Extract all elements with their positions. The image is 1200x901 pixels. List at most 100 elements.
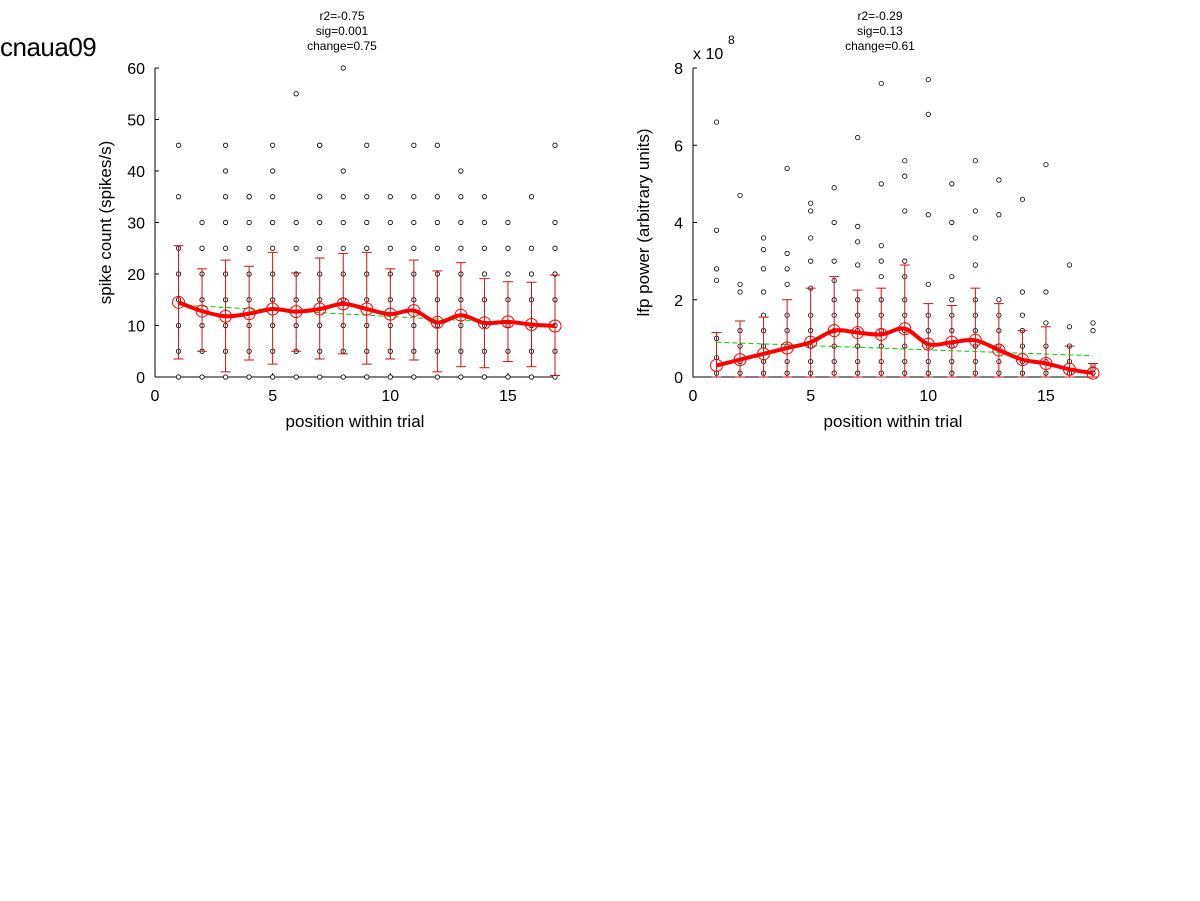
data-point	[481, 194, 488, 200]
data-point	[434, 245, 440, 251]
data-point	[270, 194, 276, 200]
data-point	[340, 219, 346, 226]
data-point	[528, 194, 535, 200]
data-point	[505, 271, 511, 277]
data-point	[737, 192, 743, 199]
data-point	[972, 208, 978, 214]
data-point	[246, 374, 252, 380]
data-point	[317, 194, 323, 200]
x-tick-label: 10	[919, 388, 937, 405]
data-point	[831, 258, 837, 264]
data-point	[270, 168, 276, 174]
y-tick-label: 20	[127, 267, 145, 284]
x-tick-label: 0	[151, 388, 160, 405]
y-tick-label: 60	[127, 61, 145, 78]
mean-marker	[548, 319, 562, 333]
data-point	[902, 208, 908, 214]
x-tick-label: 5	[268, 388, 277, 405]
mean-marker	[968, 333, 982, 347]
data-point	[528, 245, 535, 251]
data-point	[246, 194, 252, 200]
data-point	[458, 245, 464, 251]
data-point	[878, 80, 884, 87]
data-point	[878, 273, 884, 280]
regression-fit-line	[716, 341, 1094, 357]
data-point	[270, 219, 276, 226]
data-point	[270, 245, 276, 251]
data-point	[317, 374, 323, 380]
data-point	[246, 245, 252, 251]
axis-exponent-power: 8	[728, 33, 735, 47]
mean-marker	[1086, 366, 1100, 380]
mean-marker	[407, 304, 421, 318]
data-point	[949, 181, 955, 187]
data-point	[855, 262, 861, 268]
data-point	[949, 297, 955, 303]
data-point	[902, 173, 908, 179]
data-point	[902, 258, 908, 264]
data-point	[784, 165, 790, 172]
mean-marker	[1015, 353, 1029, 367]
data-point	[199, 245, 205, 251]
data-point	[387, 219, 393, 226]
y-tick-label: 10	[127, 319, 145, 336]
data-point	[481, 374, 488, 380]
data-point	[972, 158, 978, 164]
data-point	[972, 262, 978, 268]
data-point	[411, 245, 417, 251]
data-point	[949, 273, 955, 280]
data-point	[434, 194, 440, 200]
mean-marker	[336, 297, 350, 311]
data-point	[925, 76, 931, 83]
data-point	[784, 266, 790, 272]
y-tick-label: 4	[674, 216, 683, 233]
data-point	[458, 374, 464, 380]
stat-line: change=0.61	[845, 39, 915, 53]
data-point	[996, 297, 1002, 303]
data-point	[713, 266, 720, 272]
mean-marker	[219, 309, 233, 323]
data-point	[458, 219, 464, 226]
mean-marker	[524, 317, 538, 331]
mean-marker	[898, 322, 912, 336]
data-point	[925, 212, 931, 218]
data-point	[1019, 196, 1026, 202]
data-point	[175, 374, 182, 380]
data-point	[1066, 262, 1073, 268]
data-point	[293, 91, 299, 97]
data-point	[925, 281, 931, 287]
mean-marker	[710, 358, 724, 372]
data-point	[1090, 328, 1096, 334]
mean-marker	[992, 343, 1006, 357]
mean-marker	[289, 305, 303, 319]
mean-marker	[242, 307, 256, 321]
data-point	[222, 142, 229, 148]
data-point	[387, 245, 393, 251]
data-point	[340, 245, 346, 251]
data-point	[199, 219, 205, 226]
data-point	[458, 168, 464, 174]
stat-line: sig=0.13	[857, 24, 903, 38]
mean-marker	[804, 335, 818, 349]
data-point	[481, 271, 488, 277]
data-point	[760, 246, 767, 253]
data-point	[925, 111, 931, 117]
data-point	[972, 235, 978, 241]
mean-marker	[430, 315, 444, 329]
data-point	[808, 235, 814, 241]
stat-line: sig=0.001	[316, 24, 369, 38]
data-point	[317, 245, 323, 251]
data-point	[222, 245, 229, 251]
data-point	[1019, 289, 1026, 295]
mean-marker	[454, 308, 468, 322]
data-point	[996, 212, 1002, 218]
x-tick-label: 15	[499, 388, 517, 405]
data-point	[481, 219, 488, 226]
mean-marker	[313, 302, 327, 316]
x-tick-label: 10	[381, 388, 399, 405]
data-point	[222, 374, 229, 380]
data-point	[949, 219, 955, 226]
data-point	[1090, 320, 1096, 326]
data-point	[317, 142, 323, 148]
data-point	[760, 289, 767, 295]
